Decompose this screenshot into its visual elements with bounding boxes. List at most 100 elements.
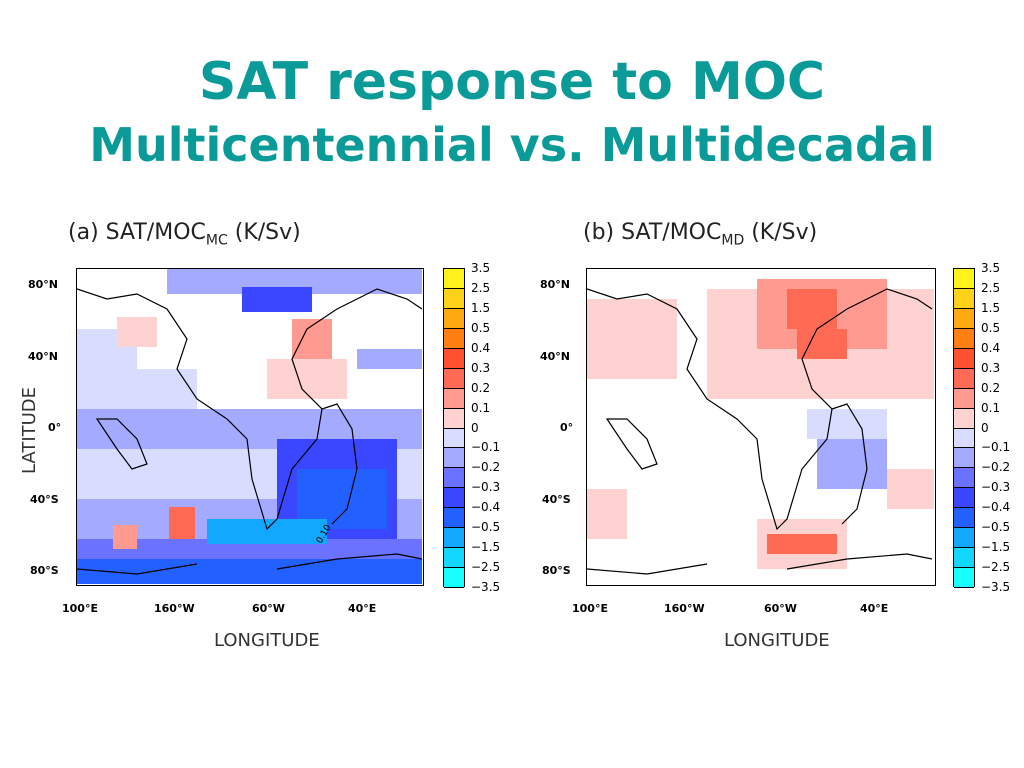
panel-b-colorbar-label: 1.5 xyxy=(981,300,1001,315)
panel-a-ylabel: LATITUDE xyxy=(19,386,41,475)
panel-a-xtick: 60°W xyxy=(252,602,285,615)
panel-b-colorbar-cell xyxy=(954,368,974,389)
panel-a-field-cell xyxy=(357,349,422,369)
panel-a-colorbar-label: 0 xyxy=(471,420,479,435)
panel-a-colorbar-cell xyxy=(444,348,464,369)
panel-b-xtick: 100°E xyxy=(572,602,608,615)
panel-b-colorbar-cell xyxy=(954,428,974,449)
panel-a-colorbar-label: −2.5 xyxy=(471,560,501,575)
panel-b-map xyxy=(586,268,936,586)
panel-b-heatmap xyxy=(587,269,934,584)
panel-a-colorbar-cell xyxy=(444,328,464,349)
panel-b-colorbar-cell xyxy=(954,468,974,489)
panel-b-colorbar-cell xyxy=(954,528,974,549)
panel-a-colorbar-label: 0.4 xyxy=(471,340,491,355)
panel-a-xlabel: LONGITUDE xyxy=(214,630,320,651)
panel-a-field-cell xyxy=(117,317,157,347)
panel-a-field-cell xyxy=(267,359,347,399)
panel-a-coastline xyxy=(321,403,358,525)
panel-a-xtick: 100°E xyxy=(62,602,98,615)
panel-b-xtick: 40°E xyxy=(860,602,889,615)
panel-a-ytick: 80°S xyxy=(30,564,59,577)
panel-a-colorbar-cell xyxy=(444,468,464,489)
panel-a-field-cell xyxy=(77,559,422,584)
panel-b-field-cell xyxy=(767,534,837,554)
panel-b-colorbar-label: −3.5 xyxy=(981,580,1011,594)
panel-b-field-cell xyxy=(807,409,887,439)
panel-a-field-cell xyxy=(113,525,137,549)
panel-b-colorbar-label: 3.5 xyxy=(981,261,1001,275)
panel-b-colorbar-cell xyxy=(954,328,974,349)
panel-b-xtick: 60°W xyxy=(764,602,797,615)
panel-a-heatmap: 0.10 xyxy=(77,269,422,584)
panel-b-colorbar-label: −0.4 xyxy=(981,500,1011,515)
panel-a-field-cell xyxy=(169,507,195,539)
panel-b-colorbar-label: −0.1 xyxy=(981,440,1011,455)
panel-a-colorbar-label: −0.3 xyxy=(471,480,501,495)
panel-b-colorbar-label: −0.3 xyxy=(981,480,1011,495)
panel-a-coastline xyxy=(77,563,198,575)
panel-a-colorbar-cell xyxy=(444,408,464,429)
panel-b-colorbar-label: 0.2 xyxy=(981,380,1001,395)
panel-b-colorbar-cell xyxy=(954,388,974,409)
panel-a-title: (a) SAT/MOCMC (K/Sv) xyxy=(68,220,301,249)
panel-a-xtick: 40°E xyxy=(348,602,377,615)
panel-a-coastline xyxy=(77,288,422,531)
slide-title: SAT response to MOC xyxy=(198,52,826,112)
panel-a-colorbar-label: 0.5 xyxy=(471,320,491,335)
panel-a-colorbar-label: −3.5 xyxy=(471,580,501,594)
panel-a-colorbar-label: 2.5 xyxy=(471,280,491,295)
panel-b-colorbar-label: −0.5 xyxy=(981,520,1011,535)
panel-b-colorbar-cell xyxy=(954,308,974,329)
panel-b-coastline xyxy=(605,418,658,470)
panel-a-ytick: 80°N xyxy=(28,278,59,291)
panel-a-map: 0.10 xyxy=(76,268,424,586)
panel-b-coastline xyxy=(587,288,933,531)
panel-b-colorbar-label: 0 xyxy=(981,420,989,435)
panel-a-field-cell xyxy=(242,287,312,312)
panel-b-xlabel: LONGITUDE xyxy=(724,630,830,651)
panel-a-ytick: 40°S xyxy=(30,493,59,506)
panel-a-xtick: 160°W xyxy=(154,602,195,615)
panel-a-ytick: 0° xyxy=(48,421,62,434)
panel-b-colorbar-label: 0.5 xyxy=(981,320,1001,335)
panel-a-colorbar-cell xyxy=(444,528,464,549)
panel-a-colorbar xyxy=(443,268,465,588)
panel-b-colorbar-label: −1.5 xyxy=(981,540,1011,555)
panel-a-colorbar-label: −0.2 xyxy=(471,460,501,475)
panel-b-field-cell xyxy=(797,329,847,359)
panel-b-colorbar-label: 2.5 xyxy=(981,280,1001,295)
panel-b-colorbar-label: 0.4 xyxy=(981,340,1001,355)
panel-b-ytick: 40°N xyxy=(540,350,571,363)
panel-b-ytick: 80°S xyxy=(542,564,571,577)
panel-b-ytick: 40°S xyxy=(542,493,571,506)
panel-a-colorbar-cell xyxy=(444,508,464,529)
panel-b-colorbar-cell xyxy=(954,508,974,529)
panel-b-colorbar-cell xyxy=(954,488,974,509)
panel-b-colorbar-cell xyxy=(954,269,974,289)
panel-a-colorbar-cell xyxy=(444,428,464,449)
panel-a-colorbar-label: −1.5 xyxy=(471,540,501,555)
panel-b-colorbar-cell xyxy=(954,408,974,429)
panel-a-colorbar-label: 0.2 xyxy=(471,380,491,395)
panel-b-colorbar xyxy=(953,268,975,588)
panel-b-title: (b) SAT/MOCMD (K/Sv) xyxy=(583,220,818,249)
panel-b-colorbar-label: −0.2 xyxy=(981,460,1011,475)
panel-b-colorbar-cell xyxy=(954,448,974,469)
panel-b-colorbar-cell xyxy=(954,568,974,588)
slide-subtitle: Multicentennial vs. Multidecadal xyxy=(89,118,935,172)
panel-b-colorbar-label: 0.1 xyxy=(981,400,1001,415)
panel-a-coastline xyxy=(95,418,148,470)
panel-a-field-cell xyxy=(77,369,197,409)
panel-b-colorbar-label: −2.5 xyxy=(981,560,1011,575)
panel-a-colorbar-label: −0.1 xyxy=(471,440,501,455)
panel-a-colorbar-cell xyxy=(444,388,464,409)
panel-b-field-cell xyxy=(587,489,627,539)
panel-a-colorbar-cell xyxy=(444,488,464,509)
panel-a-colorbar-label: −0.4 xyxy=(471,500,501,515)
panel-a-colorbar-label: 1.5 xyxy=(471,300,491,315)
panel-a-colorbar-cell xyxy=(444,548,464,569)
panel-b-ytick: 0° xyxy=(560,421,574,434)
panel-a-colorbar-label: 3.5 xyxy=(471,261,491,275)
panel-a-ytick: 40°N xyxy=(28,350,59,363)
